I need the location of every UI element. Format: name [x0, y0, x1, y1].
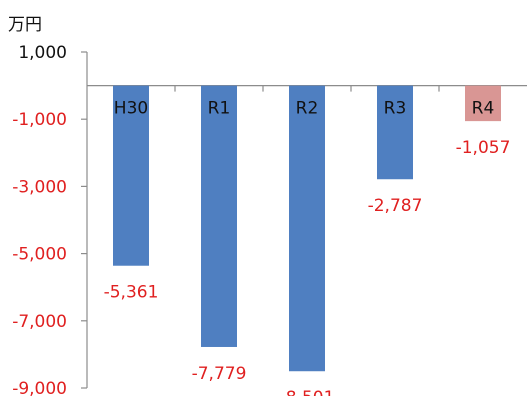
- unit-label: 万円: [8, 15, 42, 35]
- chart-labels: 1,000 -1,000 -3,000 -5,000 -7,000 -9,000 H30 -5…: [12, 43, 510, 396]
- bar: [465, 85, 501, 122]
- data-label: -5,361: [104, 283, 159, 303]
- x-tick-label: R4: [472, 99, 495, 119]
- y-tick-label: -5,000: [12, 245, 67, 265]
- data-label: -8,501: [280, 388, 335, 396]
- x-tick-label: R2: [296, 99, 319, 119]
- bar-series: [113, 85, 501, 372]
- bar: [113, 85, 149, 266]
- bar: [377, 85, 413, 180]
- y-tick-label: 1,000: [18, 43, 67, 63]
- x-tick-label: R1: [208, 99, 231, 119]
- x-tick-label: H30: [114, 99, 148, 119]
- bar: [201, 85, 237, 347]
- y-tick-label: -7,000: [12, 312, 67, 332]
- data-label: -7,779: [192, 364, 247, 384]
- bar: [289, 85, 325, 372]
- x-tick-label: R3: [384, 99, 407, 119]
- data-label: -1,057: [456, 138, 511, 158]
- y-tick-label: -9,000: [12, 379, 67, 396]
- y-tick-label: -1,000: [12, 110, 67, 130]
- data-label: -2,787: [368, 196, 423, 216]
- y-tick-label: -3,000: [12, 177, 67, 197]
